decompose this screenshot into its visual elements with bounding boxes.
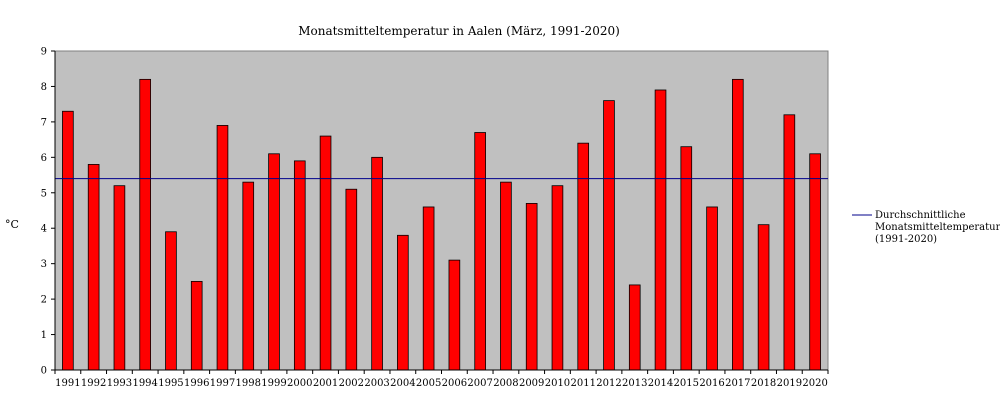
bar-2019 — [783, 114, 796, 371]
x-axis-ticks: 1991 1992 1993 1994 1995 1996 1997 1998 1999 2000… — [54, 370, 829, 389]
y-axis-label: °C — [5, 218, 19, 231]
y-tick-label: 8 — [41, 82, 47, 93]
bar-2011 — [577, 142, 590, 371]
bar-1996 — [190, 280, 203, 371]
legend-label-line-2: Monatsmitteltemperatur — [875, 222, 1000, 233]
x-tick-label: 2016 — [699, 378, 724, 389]
bar-2014 — [654, 89, 667, 371]
legend: Durchschnittliche Monatsmitteltemperatur… — [852, 210, 1000, 245]
bar-1999 — [268, 153, 280, 371]
x-tick-label: 1993 — [107, 378, 132, 389]
y-tick-label: 3 — [41, 259, 47, 270]
bar-1997 — [216, 125, 229, 371]
bar-2016 — [706, 206, 718, 371]
x-tick-label: 2020 — [802, 378, 827, 389]
x-tick-label: 1999 — [261, 378, 286, 389]
x-tick-label: 1994 — [132, 378, 157, 389]
x-tick-label: 2010 — [545, 378, 570, 389]
x-tick-label: 1992 — [81, 378, 106, 389]
bar-2009 — [525, 203, 538, 371]
x-tick-label: 2003 — [364, 378, 389, 389]
x-tick-label: 2009 — [519, 378, 544, 389]
y-tick-label: 7 — [41, 117, 47, 128]
x-tick-label: 2013 — [622, 378, 647, 389]
x-tick-label: 2007 — [467, 378, 492, 389]
x-tick-label: 2017 — [725, 378, 750, 389]
y-tick-label: 9 — [41, 47, 47, 58]
bar-2013 — [628, 284, 641, 371]
x-tick-label: 1991 — [55, 378, 80, 389]
bar-2000 — [293, 160, 306, 371]
bar-2006 — [448, 259, 461, 371]
bar-2012 — [603, 100, 615, 371]
x-tick-label: 2008 — [493, 378, 518, 389]
y-tick-label: 2 — [41, 295, 47, 306]
x-tick-label: 2011 — [570, 378, 595, 389]
bar-2004 — [397, 234, 409, 371]
y-tick-label: 6 — [41, 153, 47, 164]
y-tick-label: 5 — [41, 188, 47, 199]
bar-1998 — [242, 181, 255, 371]
y-axis-ticks: 0 1 2 3 4 5 6 7 8 9 — [41, 47, 55, 377]
x-tick-label: 2014 — [648, 378, 673, 389]
bar-group — [62, 78, 821, 371]
y-tick-label: 4 — [41, 224, 47, 235]
bar-1993 — [113, 185, 126, 371]
bar-2005 — [422, 206, 435, 371]
bar-1991 — [62, 110, 74, 371]
bar-1992 — [87, 164, 100, 371]
x-tick-label: 2015 — [674, 378, 699, 389]
x-tick-label: 2006 — [442, 378, 467, 389]
x-tick-label: 2018 — [751, 378, 776, 389]
x-tick-label: 1997 — [210, 378, 235, 389]
bar-2017 — [732, 78, 744, 371]
y-tick-label: 1 — [41, 330, 47, 341]
x-tick-label: 1995 — [158, 378, 183, 389]
bar-2015 — [680, 146, 693, 371]
x-tick-label: 1996 — [184, 378, 209, 389]
x-tick-label: 2001 — [313, 378, 338, 389]
bar-2002 — [345, 188, 358, 371]
bar-1995 — [165, 231, 177, 371]
x-tick-label: 2004 — [390, 378, 415, 389]
x-tick-label: 2000 — [287, 378, 312, 389]
bar-2001 — [319, 135, 332, 371]
legend-label-line-3: (1991-2020) — [875, 234, 937, 245]
x-tick-label: 2012 — [596, 378, 621, 389]
plot-area — [54, 50, 829, 371]
bar-2003 — [371, 156, 383, 371]
bar-1994 — [139, 78, 151, 371]
bar-2020 — [809, 153, 821, 371]
x-tick-label: 2002 — [339, 378, 364, 389]
bar-2018 — [757, 224, 770, 371]
y-tick-label: 0 — [41, 366, 47, 377]
chart-title: Monatsmitteltemperatur in Aalen (März, 1… — [298, 24, 620, 38]
bar-2010 — [551, 185, 564, 371]
x-tick-label: 2019 — [777, 378, 802, 389]
x-tick-label: 2005 — [416, 378, 441, 389]
bar-2007 — [474, 132, 486, 371]
legend-label-line-1: Durchschnittliche — [875, 210, 966, 221]
bar-2008 — [500, 181, 512, 371]
x-tick-label: 1998 — [236, 378, 261, 389]
